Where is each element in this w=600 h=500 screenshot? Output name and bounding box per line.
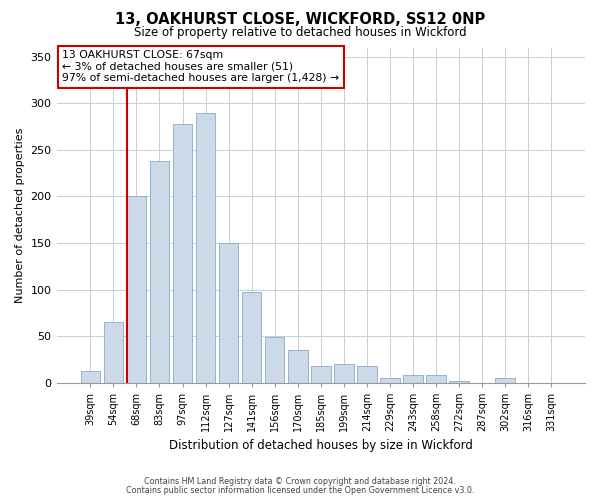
Bar: [173, 124, 193, 382]
Text: 13, OAKHURST CLOSE, WICKFORD, SS12 0NP: 13, OAKHURST CLOSE, WICKFORD, SS12 0NP: [115, 12, 485, 28]
Bar: [104, 322, 123, 382]
Bar: [449, 381, 469, 382]
Y-axis label: Number of detached properties: Number of detached properties: [15, 128, 25, 303]
Bar: [196, 112, 215, 382]
X-axis label: Distribution of detached houses by size in Wickford: Distribution of detached houses by size …: [169, 440, 473, 452]
Bar: [80, 370, 100, 382]
Bar: [311, 366, 331, 382]
Bar: [149, 161, 169, 382]
Text: Contains HM Land Registry data © Crown copyright and database right 2024.: Contains HM Land Registry data © Crown c…: [144, 477, 456, 486]
Bar: [242, 292, 262, 382]
Bar: [288, 350, 308, 382]
Text: Size of property relative to detached houses in Wickford: Size of property relative to detached ho…: [134, 26, 466, 39]
Text: Contains public sector information licensed under the Open Government Licence v3: Contains public sector information licen…: [126, 486, 474, 495]
Text: 13 OAKHURST CLOSE: 67sqm
← 3% of detached houses are smaller (51)
97% of semi-de: 13 OAKHURST CLOSE: 67sqm ← 3% of detache…: [62, 50, 339, 84]
Bar: [403, 375, 423, 382]
Bar: [380, 378, 400, 382]
Bar: [265, 337, 284, 382]
Bar: [426, 375, 446, 382]
Bar: [127, 196, 146, 382]
Bar: [334, 364, 353, 382]
Bar: [357, 366, 377, 382]
Bar: [219, 243, 238, 382]
Bar: [496, 378, 515, 382]
